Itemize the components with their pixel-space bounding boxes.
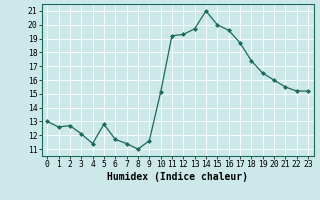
- X-axis label: Humidex (Indice chaleur): Humidex (Indice chaleur): [107, 172, 248, 182]
